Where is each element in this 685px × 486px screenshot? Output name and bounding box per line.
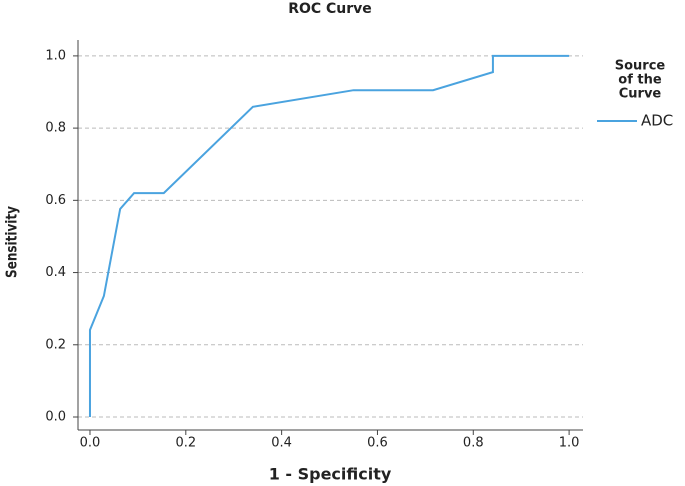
y-tick-label: 0.0: [45, 410, 66, 425]
y-axis-label: Sensitivity: [3, 206, 21, 278]
x-tick-label: 0.2: [175, 436, 196, 451]
x-tick-label: 1.0: [559, 436, 580, 451]
x-tick-label: 0.8: [463, 436, 484, 451]
x-tick-label: 0.0: [80, 436, 101, 451]
roc-line: [88, 54, 570, 417]
legend-label: ADC: [641, 112, 673, 130]
legend-title: of the: [618, 73, 662, 88]
x-axis-label: 1 - Specificity: [269, 465, 392, 484]
x-tick-label: 0.4: [271, 436, 292, 451]
y-tick-label: 0.2: [45, 337, 66, 352]
legend-title: Source: [615, 59, 666, 74]
chart-title: ROC Curve: [288, 1, 372, 17]
y-tick-label: 0.8: [45, 121, 66, 136]
x-tick-label: 0.6: [367, 436, 388, 451]
y-tick-label: 0.4: [45, 265, 66, 280]
y-tick-label: 1.0: [45, 48, 66, 63]
legend-title: Curve: [619, 87, 662, 102]
y-tick-label: 0.6: [45, 193, 66, 208]
